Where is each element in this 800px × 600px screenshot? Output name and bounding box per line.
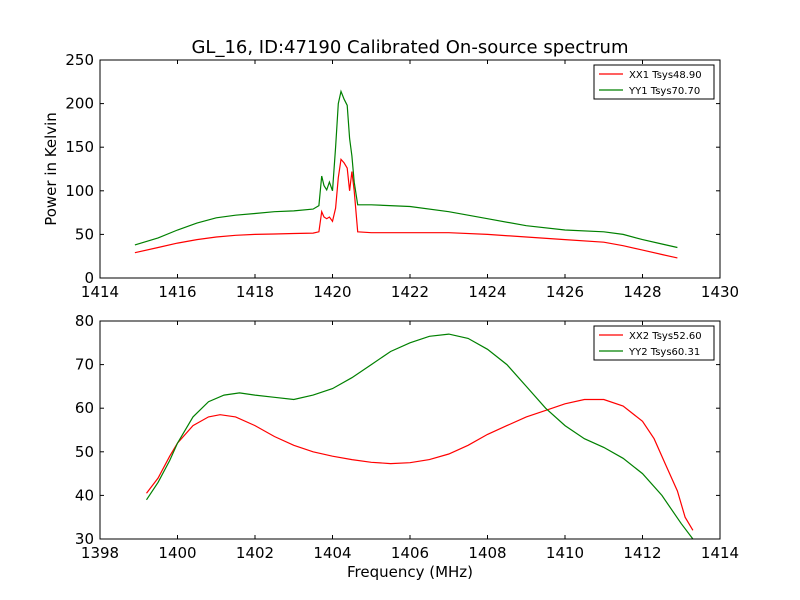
- x-tick-label: 1426: [546, 283, 584, 301]
- legend: XX2 Tsys52.60 YY2 Tsys60.31: [593, 325, 715, 361]
- y-tick-label: 30: [75, 530, 94, 548]
- y-tick-label: 50: [75, 225, 94, 243]
- y-tick-label: 70: [75, 356, 94, 374]
- legend-entry: XX2 Tsys52.60: [629, 331, 702, 342]
- legend-entry: XX1 Tsys48.90: [629, 70, 702, 81]
- x-tick-label: 1428: [623, 283, 661, 301]
- x-tick-label: 1430: [701, 283, 739, 301]
- series-line-yy-1: [134, 89, 678, 249]
- x-tick-label: 1420: [313, 283, 351, 301]
- x-tick-label: 1410: [546, 544, 584, 562]
- x-tick-label: 1404: [313, 544, 351, 562]
- legend: XX1 Tsys48.90 YY1 Tsys70.70: [593, 64, 715, 100]
- y-tick-label: 40: [75, 486, 94, 504]
- x-tick-label: 1406: [391, 544, 429, 562]
- x-tick-label: 1424: [468, 283, 506, 301]
- y-tick-label: 50: [75, 443, 94, 461]
- legend-entry: YY1 Tsys70.70: [628, 86, 700, 97]
- figure-title: GL_16, ID:47190 Calibrated On-source spe…: [191, 37, 628, 58]
- x-tick-label: 1400: [158, 544, 196, 562]
- y-axis-label: Power in Kelvin: [42, 112, 60, 226]
- x-tick-label: 1418: [236, 283, 274, 301]
- x-tick-label: 1414: [81, 283, 119, 301]
- y-tick-label: 80: [75, 312, 94, 330]
- x-tick-label: 1422: [391, 283, 429, 301]
- y-tick-label: 0: [84, 269, 94, 287]
- y-tick-label: 100: [65, 182, 94, 200]
- y-tick-label: 200: [65, 95, 94, 113]
- x-tick-label: 1402: [236, 544, 274, 562]
- y-tick-label: 250: [65, 51, 94, 69]
- x-tick-label: 1398: [81, 544, 119, 562]
- series-line-yy-2: [145, 333, 694, 539]
- legend-entry: YY2 Tsys60.31: [628, 347, 700, 358]
- x-tick-label: 1416: [158, 283, 196, 301]
- x-tick-label: 1414: [701, 544, 739, 562]
- bottom-spectrum-axes: 1398 1400 1402 1404 1406 1408 1410 1412 1414 30 40…: [75, 312, 739, 562]
- legend-box: [593, 64, 715, 100]
- x-tick-label: 1412: [623, 544, 661, 562]
- x-tick-label: 1408: [468, 544, 506, 562]
- top-spectrum-axes: 1414 1416 1418 1420 1422 1424 1426 1428 1430 0 50 1…: [42, 51, 739, 301]
- x-axis-label: Frequency (MHz): [347, 563, 473, 581]
- y-tick-label: 60: [75, 399, 94, 417]
- series-line-xx-1: [134, 158, 678, 259]
- legend-box: [593, 325, 715, 361]
- series-line-xx-2: [146, 398, 694, 531]
- y-tick-label: 150: [65, 138, 94, 156]
